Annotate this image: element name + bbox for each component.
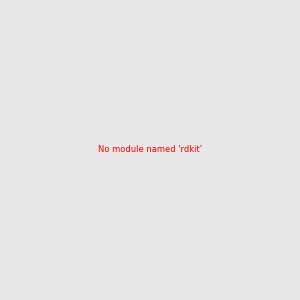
Text: No module named 'rdkit': No module named 'rdkit' <box>98 146 202 154</box>
